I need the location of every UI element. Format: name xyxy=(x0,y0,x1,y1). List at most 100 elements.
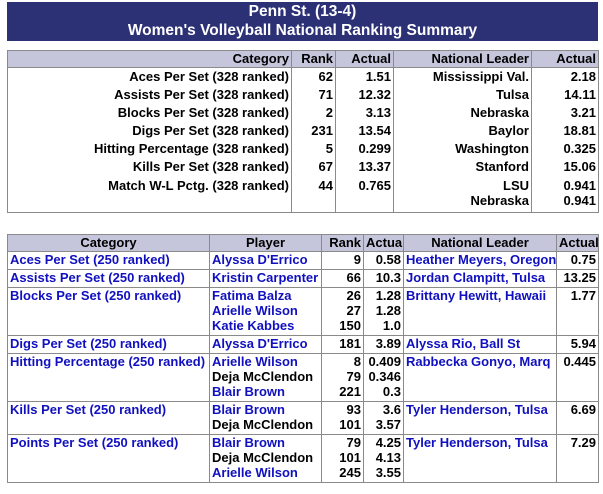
actual-line: 0.409 xyxy=(368,354,401,370)
leader-cell: Baylor xyxy=(393,122,532,140)
table-row: Hitting Percentage (250 ranked) Arielle … xyxy=(7,353,599,402)
rank-cell: 231 xyxy=(291,122,336,140)
table-row: Aces Per Set (250 ranked) Alyssa D'Erric… xyxy=(7,251,599,270)
leader-line: LSU xyxy=(503,178,529,193)
rank-line: 27 xyxy=(346,303,361,318)
col-header-category: Category xyxy=(7,234,210,252)
actual-cell: 0.765 xyxy=(335,176,394,213)
leader-actual-cell: 0.941 0.941 xyxy=(531,176,599,213)
table-row: Blocks Per Set (250 ranked) Fatima Balza… xyxy=(7,287,599,336)
leader-link[interactable]: Jordan Clampitt, Tulsa xyxy=(403,269,557,288)
leader-actual-line: 0.941 xyxy=(563,193,596,208)
leader-link[interactable]: Tyler Henderson, Tulsa xyxy=(403,401,557,435)
player-name: Deja McClendon xyxy=(212,417,314,432)
rank-line: 79 xyxy=(346,369,361,384)
player-name: Deja McClendon xyxy=(212,450,314,465)
category-cell: Aces Per Set (328 ranked) xyxy=(7,67,292,86)
player-link[interactable]: Arielle Wilson xyxy=(212,354,298,370)
actual-cell: 1.51 xyxy=(335,67,394,86)
category-link[interactable]: Aces Per Set (250 ranked) xyxy=(7,251,210,270)
leader-link[interactable]: Tyler Henderson, Tulsa xyxy=(403,434,557,483)
leader-link[interactable]: Brittany Hewitt, Hawaii xyxy=(403,287,557,336)
rank-line: 79 xyxy=(346,435,361,451)
category-link[interactable]: Digs Per Set (250 ranked) xyxy=(7,335,210,354)
actual-line: 1.28 xyxy=(375,288,401,304)
rank-line: 221 xyxy=(339,384,361,399)
actual-cell: 3.13 xyxy=(335,104,394,122)
player-link[interactable]: Blair Brown xyxy=(212,402,285,418)
leader-actual-cell: 13.25 xyxy=(556,269,599,288)
table-row: Kills Per Set (328 ranked) 67 13.37 Stan… xyxy=(7,158,599,176)
category-link[interactable]: Hitting Percentage (250 ranked) xyxy=(7,353,210,402)
rank-cell: 66 xyxy=(321,269,364,288)
col-header-rank: Rank xyxy=(321,234,364,252)
player-link[interactable]: Alyssa D'Errico xyxy=(209,251,322,270)
leader-actual-cell: 0.75 xyxy=(556,251,599,270)
table-row: Hitting Percentage (328 ranked) 5 0.299 … xyxy=(7,140,599,158)
col-header-leader-actual: Actual xyxy=(531,50,599,68)
table-row: Digs Per Set (328 ranked) 231 13.54 Bayl… xyxy=(7,122,599,140)
leader-cell: Nebraska xyxy=(393,104,532,122)
title-line2: Women's Volleyball National Ranking Summ… xyxy=(7,21,598,41)
player-cell: Arielle Wilson Deja McClendon Blair Brow… xyxy=(209,353,322,402)
category-cell: Kills Per Set (328 ranked) xyxy=(7,158,292,176)
category-cell: Match W-L Pctg. (328 ranked) xyxy=(7,176,292,213)
player-link[interactable]: Blair Brown xyxy=(212,384,285,399)
table-row: Assists Per Set (328 ranked) 71 12.32 Tu… xyxy=(7,86,599,104)
category-link[interactable]: Points Per Set (250 ranked) xyxy=(7,434,210,483)
category-link[interactable]: Assists Per Set (250 ranked) xyxy=(7,269,210,288)
team-ranking-table: Category Rank Actual National Leader Act… xyxy=(7,50,599,213)
col-header-category: Category xyxy=(7,50,292,68)
category-link[interactable]: Blocks Per Set (250 ranked) xyxy=(7,287,210,336)
player-link[interactable]: Kristin Carpenter xyxy=(209,269,322,288)
player-table-header-row: Category Player Rank Actual National Lea… xyxy=(7,234,599,252)
actual-line: 3.6 xyxy=(382,402,401,418)
col-header-national-leader: National Leader xyxy=(393,50,532,68)
player-link[interactable]: Fatima Balza xyxy=(212,288,292,304)
table-row: Assists Per Set (250 ranked) Kristin Car… xyxy=(7,269,599,288)
player-link[interactable]: Alyssa D'Errico xyxy=(209,335,322,354)
category-cell: Digs Per Set (328 ranked) xyxy=(7,122,292,140)
player-link[interactable]: Katie Kabbes xyxy=(212,318,295,333)
rank-cell: 71 xyxy=(291,86,336,104)
actual-line: 4.13 xyxy=(375,450,401,465)
leader-actual-cell: 7.29 xyxy=(556,434,599,483)
actual-cell: 0.409 0.346 0.3 xyxy=(363,353,404,402)
col-header-actual: Actual xyxy=(335,50,394,68)
leader-link[interactable]: Rabbecka Gonyo, Marq xyxy=(403,353,557,402)
rank-line: 101 xyxy=(339,450,361,465)
leader-link[interactable]: Heather Meyers, Oregon xyxy=(403,251,557,270)
leader-cell: Tulsa xyxy=(393,86,532,104)
rank-line: 26 xyxy=(346,288,361,304)
rank-cell: 79 101 245 xyxy=(321,434,364,483)
leader-line: Nebraska xyxy=(470,193,529,208)
rank-cell: 67 xyxy=(291,158,336,176)
actual-cell: 13.54 xyxy=(335,122,394,140)
col-header-player: Player xyxy=(209,234,322,252)
rank-cell: 8 79 221 xyxy=(321,353,364,402)
rank-line: 101 xyxy=(339,417,361,432)
leader-cell: LSU Nebraska xyxy=(393,176,532,213)
player-link[interactable]: Arielle Wilson xyxy=(212,465,298,480)
rank-cell: 9 xyxy=(321,251,364,270)
leader-actual-cell: 3.21 xyxy=(531,104,599,122)
actual-cell: 1.28 1.28 1.0 xyxy=(363,287,404,336)
category-link[interactable]: Kills Per Set (250 ranked) xyxy=(7,401,210,435)
actual-cell: 0.58 xyxy=(363,251,404,270)
actual-cell: 3.6 3.57 xyxy=(363,401,404,435)
actual-cell: 13.37 xyxy=(335,158,394,176)
rank-cell: 26 27 150 xyxy=(321,287,364,336)
player-cell: Fatima Balza Arielle Wilson Katie Kabbes xyxy=(209,287,322,336)
col-header-rank: Rank xyxy=(291,50,336,68)
rank-cell: 44 xyxy=(291,176,336,213)
leader-actual-cell: 0.445 xyxy=(556,353,599,402)
table-row: Match W-L Pctg. (328 ranked) 44 0.765 LS… xyxy=(7,176,599,213)
actual-line: 1.28 xyxy=(375,303,401,318)
col-header-leader-actual: Actual xyxy=(556,234,599,252)
leader-cell: Washington xyxy=(393,140,532,158)
player-link[interactable]: Blair Brown xyxy=(212,435,285,451)
table-row: Kills Per Set (250 ranked) Blair Brown D… xyxy=(7,401,599,435)
leader-link[interactable]: Alyssa Rio, Ball St xyxy=(403,335,557,354)
rank-line: 8 xyxy=(353,354,361,370)
player-link[interactable]: Arielle Wilson xyxy=(212,303,298,318)
